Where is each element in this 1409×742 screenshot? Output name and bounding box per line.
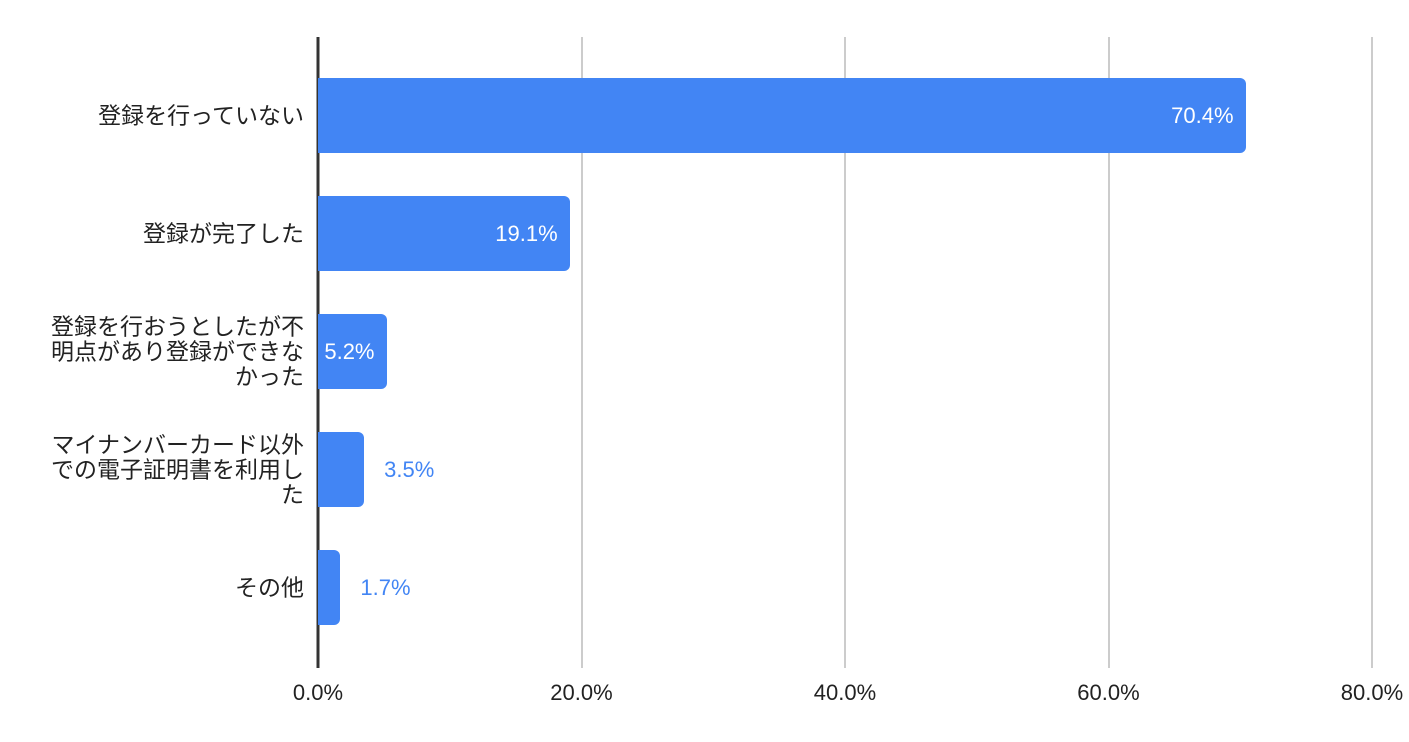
bar-value-label: 3.5% bbox=[384, 456, 435, 482]
bar-value-label: 1.7% bbox=[360, 574, 411, 600]
category-label: 登録を行おうとしたが不明点があり登録ができなかった bbox=[51, 313, 304, 389]
bar[interactable] bbox=[318, 78, 1246, 153]
gridline bbox=[1371, 37, 1373, 668]
plot-area: 0.0% 20.0% 40.0% 60.0% 80.0% 70.4% 19.1% 5.2% 3.… bbox=[293, 37, 1403, 705]
bar[interactable] bbox=[318, 432, 365, 507]
bar-value-label: 70.4% bbox=[1171, 102, 1234, 128]
x-tick-label: 60.0% bbox=[1077, 680, 1140, 705]
bar-value-label: 5.2% bbox=[324, 338, 375, 364]
category-label: 登録を行っていない bbox=[98, 102, 304, 128]
x-tick-label: 20.0% bbox=[550, 680, 613, 705]
bar[interactable] bbox=[318, 314, 387, 389]
gridline bbox=[844, 37, 846, 668]
category-label: マイナンバーカード以外での電子証明書を利用した bbox=[51, 431, 304, 507]
x-tick-label: 0.0% bbox=[292, 680, 344, 705]
gridline bbox=[580, 37, 583, 668]
category-label: 登録が完了した bbox=[143, 220, 304, 246]
bar[interactable] bbox=[318, 550, 341, 625]
x-tick-label: 80.0% bbox=[1340, 680, 1404, 705]
gridline bbox=[1107, 37, 1110, 668]
x-tick-label: 40.0% bbox=[813, 680, 877, 705]
bar-value-label: 19.1% bbox=[495, 220, 558, 246]
category-label: その他 bbox=[235, 574, 304, 600]
bar[interactable] bbox=[318, 196, 570, 271]
